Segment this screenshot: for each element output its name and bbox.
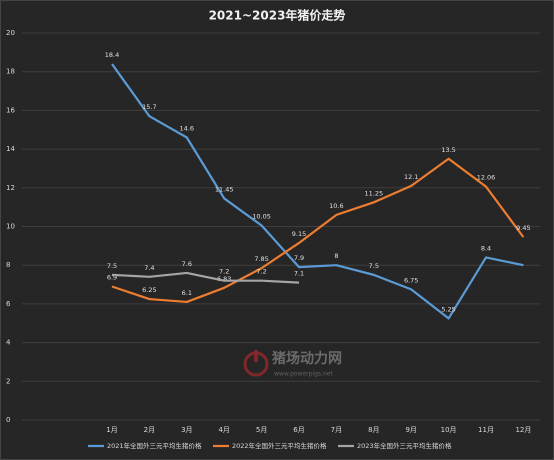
value-label: 7.1 — [294, 270, 304, 278]
value-label: 13.5 — [441, 146, 455, 154]
value-label: 15.7 — [142, 103, 156, 111]
x-tick-label: 10月 — [441, 426, 457, 434]
value-label: 7.5 — [369, 262, 379, 270]
y-tick-label: 20 — [6, 29, 15, 37]
value-label: 7.2 — [256, 268, 266, 276]
watermark-name: 猪场动力网 — [271, 350, 342, 367]
value-label: 7.5 — [107, 262, 117, 270]
x-tick-label: 8月 — [368, 426, 379, 434]
x-tick-label: 12月 — [515, 426, 531, 434]
y-tick-label: 4 — [6, 339, 11, 347]
value-label: 7.4 — [144, 264, 154, 272]
legend-label: 2023年全国外三元平均生猪价格 — [357, 441, 452, 450]
y-tick-label: 6 — [6, 300, 11, 308]
y-tick-label: 8 — [6, 261, 10, 269]
y-tick-label: 14 — [6, 145, 15, 153]
value-label: 7.2 — [219, 268, 229, 276]
value-label: 7.6 — [182, 260, 192, 268]
y-tick-label: 10 — [6, 223, 15, 231]
x-tick-label: 9月 — [405, 426, 416, 434]
value-label: 6.83 — [217, 275, 231, 283]
y-tick-label: 16 — [6, 106, 15, 114]
value-label: 6.75 — [404, 276, 418, 284]
y-tick-label: 2 — [6, 377, 10, 385]
value-label: 5.25 — [441, 305, 455, 313]
value-label: 11.45 — [215, 185, 234, 193]
x-tick-label: 5月 — [256, 426, 267, 434]
value-label: 7.85 — [254, 255, 268, 263]
y-tick-label: 12 — [6, 184, 15, 192]
legend-label: 2022年全国外三元平均生猪价格 — [232, 441, 327, 450]
value-label: 7.9 — [294, 254, 304, 262]
y-tick-label: 18 — [6, 68, 15, 76]
value-label: 10.05 — [252, 213, 271, 221]
x-tick-label: 7月 — [331, 426, 342, 434]
value-label: 18.4 — [105, 51, 119, 59]
line-series — [111, 63, 524, 320]
value-label: 10.6 — [329, 202, 343, 210]
value-label: 9.45 — [516, 224, 530, 232]
value-label: 6.25 — [142, 286, 156, 294]
value-label: 6.9 — [107, 273, 117, 281]
x-tick-label: 6月 — [293, 426, 304, 434]
value-label: 8 — [334, 252, 338, 260]
y-tick-label: 0 — [6, 416, 10, 424]
value-label: 8.4 — [481, 244, 491, 252]
value-label: 14.6 — [180, 124, 194, 132]
line-series — [111, 157, 525, 304]
watermark: 猪场动力网 www.powerpigs.net — [243, 350, 342, 378]
x-tick-label: 11月 — [478, 426, 494, 434]
x-tick-label: 3月 — [181, 426, 192, 434]
x-tick-label: 4月 — [218, 426, 229, 434]
value-label: 6.1 — [182, 289, 192, 297]
value-label: 11.25 — [364, 189, 383, 197]
value-label: 12.1 — [404, 173, 418, 181]
value-label: 9.15 — [292, 230, 306, 238]
x-tick-label: 2月 — [144, 426, 155, 434]
value-label: 12.06 — [477, 174, 496, 182]
x-tick-label: 1月 — [106, 426, 117, 434]
legend-label: 2021年全国外三元平均生猪价格 — [107, 441, 202, 450]
line-series — [111, 271, 300, 284]
watermark-url: www.powerpigs.net — [274, 371, 333, 378]
chart-title: 2021~2023年猪价走势 — [209, 8, 346, 23]
